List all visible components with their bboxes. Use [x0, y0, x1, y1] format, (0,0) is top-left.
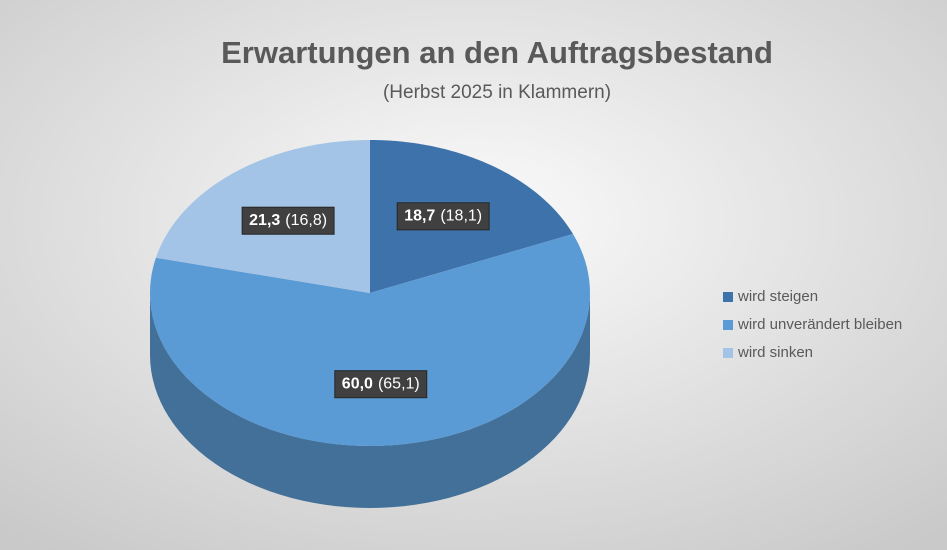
data-label-text: 21,3 (16,8): [249, 212, 327, 229]
data-label-text: 60,0 (65,1): [342, 376, 420, 393]
chart-title: Erwartungen an den Auftragsbestand: [221, 35, 773, 70]
legend-label: wird sinken: [737, 344, 813, 361]
data-label-previous: (18,1): [440, 208, 482, 225]
legend-label: wird steigen: [737, 288, 818, 305]
chart-subtitle: (Herbst 2025 in Klammern): [383, 82, 611, 103]
data-label: 21,3 (16,8): [241, 206, 335, 235]
data-label: 18,7 (18,1): [396, 202, 490, 231]
data-label-box: [396, 202, 490, 231]
slice-side: [150, 293, 590, 508]
data-label-box: [334, 370, 428, 399]
legend-label: wird unverändert bleiben: [737, 316, 902, 333]
data-label-value: 21,3: [249, 212, 280, 229]
legend-swatch: [723, 320, 733, 330]
data-label-text: 18,7 (18,1): [404, 208, 482, 225]
data-label-box: [241, 206, 335, 235]
data-label-previous: (65,1): [378, 376, 420, 393]
legend-swatch: [723, 292, 733, 302]
legend-swatch: [723, 348, 733, 358]
data-label-previous: (16,8): [285, 212, 327, 229]
slice: [150, 234, 590, 446]
data-label-value: 18,7: [404, 208, 435, 225]
data-label-value: 60,0: [342, 376, 373, 393]
data-label: 60,0 (65,1): [334, 370, 428, 399]
